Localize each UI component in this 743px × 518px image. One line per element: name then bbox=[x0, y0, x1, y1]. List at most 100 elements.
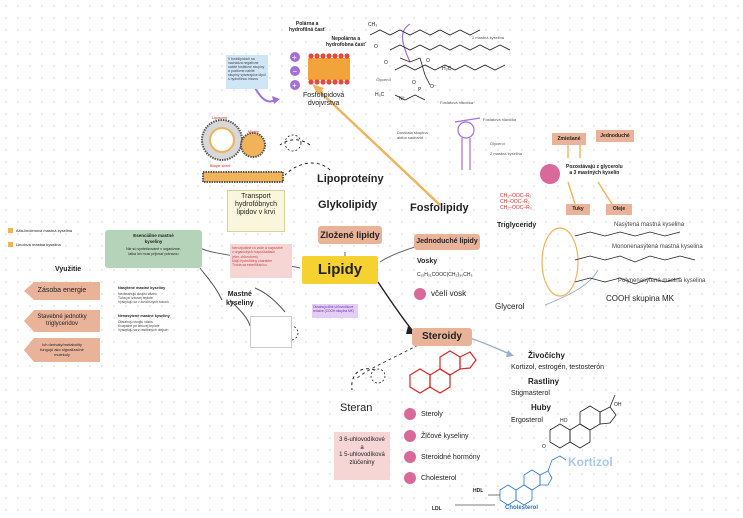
zivocichy-list: Kortizol, estrogén, testosterón bbox=[511, 364, 604, 371]
glycerol-label: Glycerol bbox=[495, 302, 525, 311]
charge-note-card: V fosfolipidoch sa nachádza negatívne na… bbox=[226, 55, 268, 89]
branch-fosfolipidy: Fosfolipidy bbox=[410, 202, 469, 214]
steran-note: 3 6-uhlovodíkové a 1 5-uhlovodíková zlúč… bbox=[334, 432, 390, 480]
phospholipid-icon bbox=[457, 121, 475, 170]
label-fatty-acid-2: 2 mastná kyselina bbox=[472, 35, 505, 40]
fatty-acid-image bbox=[250, 316, 292, 348]
kortizol-label: Kortizol bbox=[568, 455, 613, 469]
central-topic-lipidy: Lipidy bbox=[302, 256, 378, 284]
kortizol-oh: OH bbox=[614, 402, 622, 408]
arrow-head bbox=[312, 84, 324, 95]
huby-list: Ergosterol bbox=[511, 417, 543, 424]
vyuzitie-item-2: Stavebné jednotky triglyceridov bbox=[24, 310, 100, 332]
formula-h3c-low: H₃C bbox=[375, 92, 385, 98]
charge-icons: + − + bbox=[290, 52, 300, 90]
bullet-icon bbox=[414, 288, 426, 300]
line-lipoproteiny bbox=[284, 162, 331, 176]
svg-text:+: + bbox=[292, 81, 297, 90]
bilayer-sheet-label: Bilayer sheet bbox=[210, 164, 231, 168]
jednoduche-tg-box: Jednoduché bbox=[596, 130, 634, 142]
steroid-item-text: Žlčové kyseliny bbox=[421, 432, 469, 440]
arrow-fosfolipidy-bilayer bbox=[315, 87, 441, 206]
rastliny-list: Stigmasterol bbox=[511, 390, 550, 397]
branch-mastne-kyseliny: Mastné kyseliny bbox=[226, 291, 254, 307]
label-glycerol-2: Glycerol bbox=[490, 141, 505, 146]
steroid-item-text: Steroly bbox=[421, 410, 443, 418]
steroid-item-hormony: Steroidné hormóny bbox=[404, 451, 480, 463]
kortizol-ho: HO bbox=[560, 418, 568, 424]
formula-o-minus: O⁻ bbox=[430, 84, 437, 90]
mononenasytena-label: Mononenasýtená mastná kyselina bbox=[612, 244, 703, 250]
formula-o4: O bbox=[412, 80, 416, 86]
formula-o1: O bbox=[374, 44, 378, 50]
phospholipid-structure bbox=[369, 29, 511, 101]
vosky-example-text: včelí vosk bbox=[431, 289, 467, 299]
bullet-icon bbox=[404, 472, 416, 484]
steroid-item-text: Steroidné hormóny bbox=[421, 453, 481, 461]
line-center-steroidy bbox=[377, 281, 413, 331]
label-glycerol: Glycerol bbox=[376, 77, 391, 82]
tg-line-1: CH₂–OOC–R₁ bbox=[500, 193, 532, 199]
svg-text:+: + bbox=[292, 53, 297, 62]
transport-note: Transport hydrofóbnych lipidov v krvi bbox=[227, 190, 285, 232]
label-phosphate-head-2: Fosfátová hlavička bbox=[483, 117, 517, 122]
steroid-item-cholesterol: Cholesterol bbox=[404, 472, 456, 484]
vyuzitie-title: Využitie bbox=[55, 266, 82, 273]
liposome-illustration bbox=[201, 119, 284, 183]
bilayer-label: Fosfolipidová dvojvrstva bbox=[303, 92, 345, 107]
label-phosphate-head: Fosfátová hlavička bbox=[440, 100, 474, 105]
nonpolar-tail-label: Nepolárna a hydrofobna časť bbox=[326, 36, 366, 48]
properties-note-text: Nerozpustné vo vode a rozpustné v organi… bbox=[232, 246, 283, 268]
formula-o2: O bbox=[384, 60, 388, 66]
branch-glykolipidy: Glykolipidy bbox=[318, 199, 378, 211]
polynenasytena-label: Polynenasýtená mastná kyselina bbox=[618, 278, 706, 284]
vosky-formula: C₁₅H₃₁COOC(CH₂)₃₀CH₃ bbox=[417, 272, 473, 278]
vyuzitie-item-3: Ich deriváty/metabolity fungujú ako sign… bbox=[24, 338, 100, 362]
liposome-label: Liposome bbox=[212, 116, 228, 120]
nenasytene-title: Nenasýtené mastné kyseliny bbox=[118, 314, 170, 318]
cholesterol-structure bbox=[499, 455, 567, 506]
vosky-example: včelí vosk bbox=[414, 288, 466, 300]
essential-card: Esenciálne mastné kyseliny Nie sú syntet… bbox=[105, 230, 202, 268]
branch-lipoproteiny: Lipoproteíny bbox=[317, 173, 384, 185]
triglyceride-structure bbox=[541, 227, 696, 297]
branch-jednoduche: Jednoduché lipidy bbox=[414, 234, 480, 250]
micelle-label: Micelle bbox=[248, 130, 259, 134]
polar-head-label: Polárna a hydrofilná časť bbox=[289, 21, 326, 33]
legend-alfa: Alfa-linolenová mastná kyselina bbox=[8, 228, 73, 234]
nasytena-label: Nasýtená mastná kyselina bbox=[614, 222, 685, 228]
kortizol-structure bbox=[549, 394, 617, 449]
oleje-box: Oleje bbox=[606, 204, 632, 215]
steroid-item-zlcove: Žlčové kyseliny bbox=[404, 430, 468, 442]
cholesterol-label: Cholesterol bbox=[505, 505, 539, 511]
legend-swatch-icon bbox=[8, 228, 13, 234]
steran-title: Steran bbox=[340, 402, 373, 414]
cooh-label: COOH skupina MK bbox=[606, 294, 675, 303]
essential-body: Nie sú syntetizované v organizme, latka … bbox=[126, 247, 181, 256]
branch-zlozene: Zložené lipidy bbox=[318, 226, 382, 244]
nasytene-title: Nasýtené mastné kyseliny bbox=[118, 286, 166, 290]
triglyceride-title: Triglyceridy bbox=[497, 222, 537, 229]
nasytene-body: Neobsahujú dvojitú väzbu Tuhá pri izbove… bbox=[118, 292, 169, 305]
essential-title: Esenciálne mastné kyseliny bbox=[133, 233, 174, 244]
bullet-icon bbox=[404, 451, 416, 463]
legend-swatch-icon bbox=[8, 242, 13, 248]
tuky-box: Tuky bbox=[566, 204, 590, 215]
formula-h3c-mid: H₃C bbox=[442, 66, 452, 72]
svg-text:−: − bbox=[293, 67, 298, 76]
legend-alfa-text: Alfa-linolenová mastná kyselina bbox=[16, 228, 73, 233]
steroid-item-text: Cholesterol bbox=[421, 474, 457, 482]
chain-note-text: Obsahujú dlhé uhľovodíkové reťazce (COOH… bbox=[313, 305, 354, 313]
formula-ch3: CH₃ bbox=[368, 22, 378, 28]
charge-note-text: V fosfolipidoch sa nachádza negatívne na… bbox=[228, 57, 266, 81]
zivocichy-title: Živočíchy bbox=[528, 351, 565, 360]
tg-line-2: CH–OOC–R₂ bbox=[500, 199, 530, 205]
bullet-icon bbox=[404, 430, 416, 442]
steran-structure bbox=[409, 350, 477, 394]
kortizol-o: O bbox=[542, 444, 546, 450]
legend-linolova: Linolová mastná kyselina bbox=[8, 242, 61, 248]
huby-title: Huby bbox=[531, 403, 551, 412]
vosky-title: Vosky bbox=[417, 258, 438, 265]
line-steroidy-zivocichy bbox=[469, 337, 511, 355]
nenasytene-body: Obsahujú dvojitú väzbu Kvapalné pri izbo… bbox=[118, 320, 169, 333]
